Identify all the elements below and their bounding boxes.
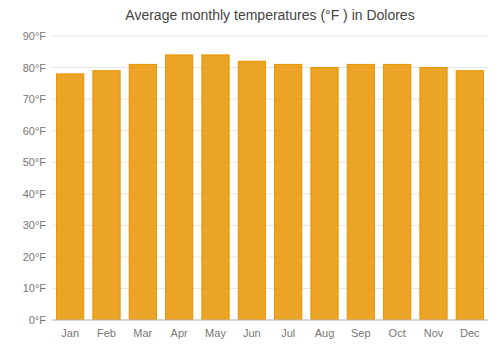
bar: [347, 64, 374, 320]
bar: [129, 64, 156, 320]
y-tick-label: 20°F: [23, 251, 47, 263]
x-axis: Jan Feb Mar Apr May Jun Jul Aug Sep Oct Nov Dec: [61, 327, 480, 339]
bar: [166, 55, 193, 320]
x-tick-label: Sep: [351, 327, 371, 339]
page: {"chart_data": {"type": "bar", "title": …: [0, 0, 500, 350]
chart-container: Average monthly temperatures (°F ) in Do…: [0, 0, 500, 350]
bar: [384, 64, 411, 320]
x-tick-label: Jul: [281, 327, 295, 339]
x-tick-label: Dec: [460, 327, 480, 339]
bar: [275, 64, 302, 320]
x-tick-label: May: [205, 327, 226, 339]
grid-line: [52, 320, 488, 321]
bar: [420, 68, 447, 320]
y-tick-label: 0°F: [29, 314, 47, 326]
bars: [57, 55, 484, 320]
y-tick-label: 10°F: [23, 282, 47, 294]
y-axis: 0°F 10°F 20°F 30°F 40°F 50°F 60°F 70°F 80°F 90°F: [23, 30, 47, 326]
x-tick-label: Nov: [424, 327, 444, 339]
x-tick-label: Jun: [243, 327, 261, 339]
y-tick-label: 90°F: [23, 30, 47, 42]
y-tick-label: 70°F: [23, 93, 47, 105]
bar: [311, 68, 338, 320]
chart-title: Average monthly temperatures (°F ) in Do…: [125, 7, 414, 23]
bar: [93, 71, 120, 320]
grid-line: [52, 36, 488, 37]
x-tick-label: Mar: [133, 327, 152, 339]
x-tick-label: Feb: [97, 327, 116, 339]
x-tick-label: Jan: [61, 327, 79, 339]
bar: [456, 71, 483, 320]
bar: [238, 61, 265, 320]
x-axis-line: [52, 320, 488, 321]
bar: [57, 74, 84, 320]
y-tick-label: 80°F: [23, 62, 47, 74]
x-tick-label: Aug: [315, 327, 335, 339]
y-tick-label: 50°F: [23, 156, 47, 168]
y-tick-label: 60°F: [23, 125, 47, 137]
bar: [202, 55, 229, 320]
y-grid: [52, 36, 488, 320]
chart-svg: Average monthly temperatures (°F ) in Do…: [0, 0, 500, 350]
x-tick-label: Apr: [171, 327, 188, 339]
x-tick-label: Oct: [389, 327, 406, 339]
y-tick-label: 40°F: [23, 188, 47, 200]
y-tick-label: 30°F: [23, 219, 47, 231]
